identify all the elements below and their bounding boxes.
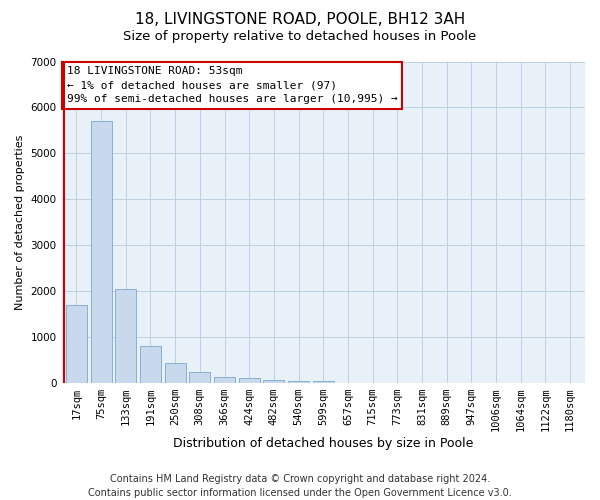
Text: 18 LIVINGSTONE ROAD: 53sqm
← 1% of detached houses are smaller (97)
99% of semi-: 18 LIVINGSTONE ROAD: 53sqm ← 1% of detac… <box>67 66 398 104</box>
Bar <box>115 288 136 383</box>
Bar <box>214 377 235 383</box>
Bar <box>288 381 309 383</box>
Text: 18, LIVINGSTONE ROAD, POOLE, BH12 3AH: 18, LIVINGSTONE ROAD, POOLE, BH12 3AH <box>135 12 465 28</box>
Bar <box>140 346 161 383</box>
Bar <box>91 121 112 383</box>
Bar <box>164 363 185 383</box>
Y-axis label: Number of detached properties: Number of detached properties <box>15 134 25 310</box>
Bar <box>263 380 284 383</box>
Text: Contains HM Land Registry data © Crown copyright and database right 2024.
Contai: Contains HM Land Registry data © Crown c… <box>88 474 512 498</box>
Bar <box>190 372 211 383</box>
Bar <box>66 305 87 383</box>
Text: Size of property relative to detached houses in Poole: Size of property relative to detached ho… <box>124 30 476 43</box>
Bar <box>313 382 334 383</box>
X-axis label: Distribution of detached houses by size in Poole: Distribution of detached houses by size … <box>173 437 473 450</box>
Bar <box>239 378 260 383</box>
